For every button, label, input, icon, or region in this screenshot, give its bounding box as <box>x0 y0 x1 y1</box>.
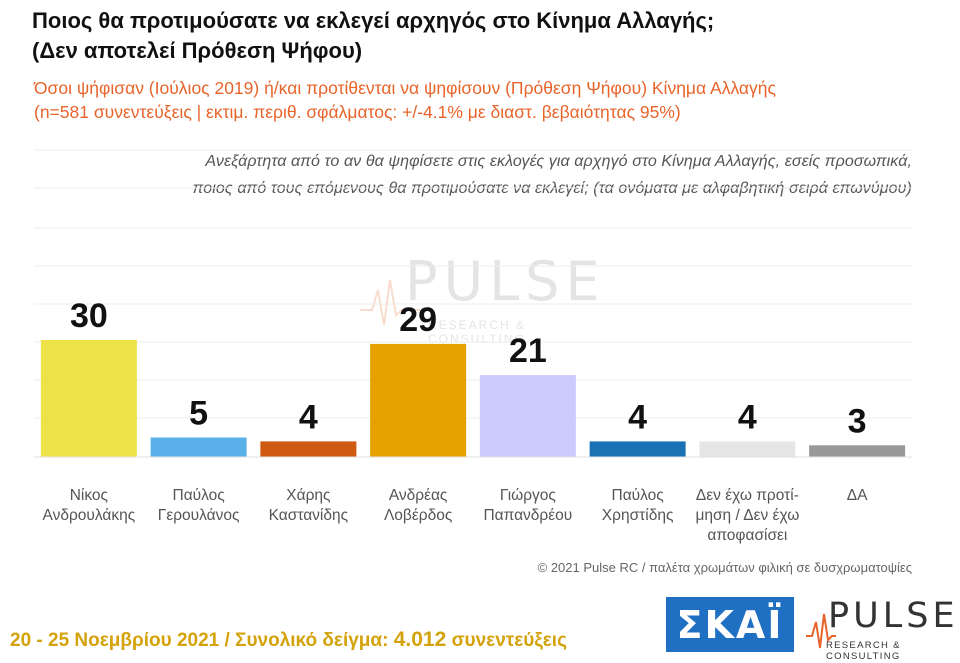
category-label: Ανδρέας Λοβέρδος <box>384 487 452 524</box>
skai-logo: ΣΚΑΪ <box>666 597 794 652</box>
category-label: Παύλος Χρηστίδης <box>602 487 674 524</box>
bar <box>370 343 467 457</box>
data-label: 21 <box>509 332 547 370</box>
chart-subtitle: Όσοι ψήφισαν (Ιούλιος 2019) ή/και προτίθ… <box>34 76 934 124</box>
footer-sample-info: 20 - 25 Νοεμβρίου 2021 / Συνολικό δείγμα… <box>10 628 567 652</box>
data-label: 4 <box>738 398 757 436</box>
title-line-2: (Δεν αποτελεί Πρόθεση Ψήφου) <box>32 38 363 63</box>
data-label: 30 <box>70 297 108 335</box>
data-label: 4 <box>299 398 318 436</box>
title-line-1: Ποιος θα προτιμούσατε να εκλεγεί αρχηγός… <box>32 8 715 33</box>
data-label: 3 <box>848 402 867 440</box>
pulse-logo-sub: RESEARCH & CONSULTING <box>826 640 901 662</box>
pulse-logo-word: PULSE <box>828 596 959 636</box>
pulse-logo: PULSE RESEARCH & CONSULTING <box>806 596 959 662</box>
category-label: Νίκος Ανδρουλάκης <box>43 487 136 524</box>
chart-title: Ποιος θα προτιμούσατε να εκλεγεί αρχηγός… <box>32 6 932 66</box>
subtitle-line-2: (n=581 συνεντεύξεις | εκτιμ. περιθ. σφάλ… <box>34 102 681 122</box>
category-label: Παύλος Γερουλάνος <box>158 487 240 524</box>
footer-interviews: συνεντεύξεις <box>451 630 567 651</box>
data-label: 5 <box>189 395 208 433</box>
bar <box>809 445 906 457</box>
copyright-credit: © 2021 Pulse RC / παλέτα χρωμάτων φιλική… <box>537 560 912 575</box>
footer-dates: 20 - 25 Νοεμβρίου 2021 / Συνολικό δείγμα… <box>10 630 389 651</box>
data-label: 4 <box>628 398 647 436</box>
subtitle-line-1: Όσοι ψήφισαν (Ιούλιος 2019) ή/και προτίθ… <box>34 78 776 98</box>
category-label: Δεν έχω προτί-μηση / Δεν έχω αποφασίσει <box>695 487 799 544</box>
data-label: 29 <box>399 301 437 339</box>
question-line-1: Ανεξάρτητα από το αν θα ψηφίσετε στις εκ… <box>205 153 912 170</box>
bar <box>40 340 137 457</box>
category-label: ΔΑ <box>847 487 868 504</box>
bar <box>589 441 686 457</box>
category-label: Χάρης Καστανίδης <box>269 487 348 524</box>
pulse-logo-wave-icon <box>806 613 836 649</box>
bar <box>699 441 796 457</box>
bar <box>150 437 247 457</box>
category-label: Γιώργος Παπανδρέου <box>483 487 572 524</box>
bar <box>260 441 357 457</box>
bar <box>479 375 576 457</box>
footer-sample-size: 4.012 <box>393 628 447 651</box>
